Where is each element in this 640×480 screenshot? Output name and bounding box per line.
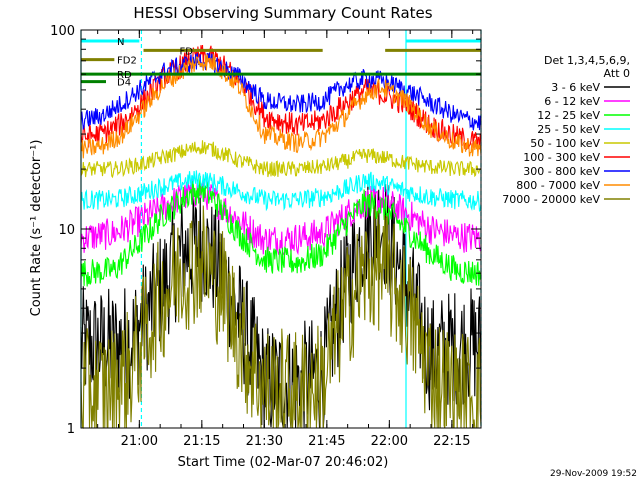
flag-label-0: N bbox=[117, 37, 124, 48]
y-tick-label-0: 1 bbox=[67, 422, 75, 437]
legend-label-6: 300 - 800 keV bbox=[523, 165, 600, 178]
x-axis-label: Start Time (02-Mar-07 20:46:02) bbox=[178, 455, 389, 470]
series-line-1 bbox=[80, 177, 482, 256]
legend-label-3: 25 - 50 keV bbox=[537, 123, 600, 136]
x-tick-label-0: 21:00 bbox=[121, 434, 158, 449]
plot-timestamp: 29-Nov-2009 19:52 bbox=[550, 469, 637, 479]
x-tick-label-2: 21:30 bbox=[246, 434, 283, 449]
flag-label-4: D4 bbox=[117, 78, 131, 89]
flag-label-1: FD bbox=[180, 46, 194, 57]
legend-label-2: 12 - 25 keV bbox=[537, 109, 600, 122]
series-line-6 bbox=[80, 52, 482, 131]
y-tick-label-1: 10 bbox=[58, 223, 75, 238]
legend-title-line-2: Att 0 bbox=[604, 67, 630, 80]
y-tick-label-2: 100 bbox=[50, 24, 75, 39]
legend-label-8: 7000 - 20000 keV bbox=[502, 193, 600, 206]
legend-label-0: 3 - 6 keV bbox=[551, 81, 600, 94]
x-tick-label-4: 22:00 bbox=[371, 434, 408, 449]
x-tick-label-3: 21:45 bbox=[308, 434, 345, 449]
series-line-8 bbox=[80, 205, 482, 429]
legend-title-line-1: Det 1,3,4,5,6,9, bbox=[544, 54, 630, 67]
legend-label-1: 6 - 12 keV bbox=[544, 95, 600, 108]
legend-label-7: 800 - 7000 keV bbox=[516, 179, 600, 192]
x-tick-label-1: 21:15 bbox=[183, 434, 220, 449]
flag-label-3: RD bbox=[117, 70, 132, 81]
legend-label-4: 50 - 100 keV bbox=[530, 137, 600, 150]
flag-label-2: FD2 bbox=[117, 56, 137, 67]
chart-title: HESSI Observing Summary Count Rates bbox=[133, 4, 432, 22]
series-line-2 bbox=[80, 175, 482, 287]
series-line-7 bbox=[80, 54, 482, 159]
x-tick-label-5: 22:15 bbox=[433, 434, 470, 449]
series-line-4 bbox=[80, 140, 482, 179]
legend-label-5: 100 - 300 keV bbox=[523, 151, 600, 164]
y-axis-label: Count Rate (s⁻¹ detector⁻¹) bbox=[29, 140, 44, 317]
series-line-3 bbox=[80, 170, 482, 213]
